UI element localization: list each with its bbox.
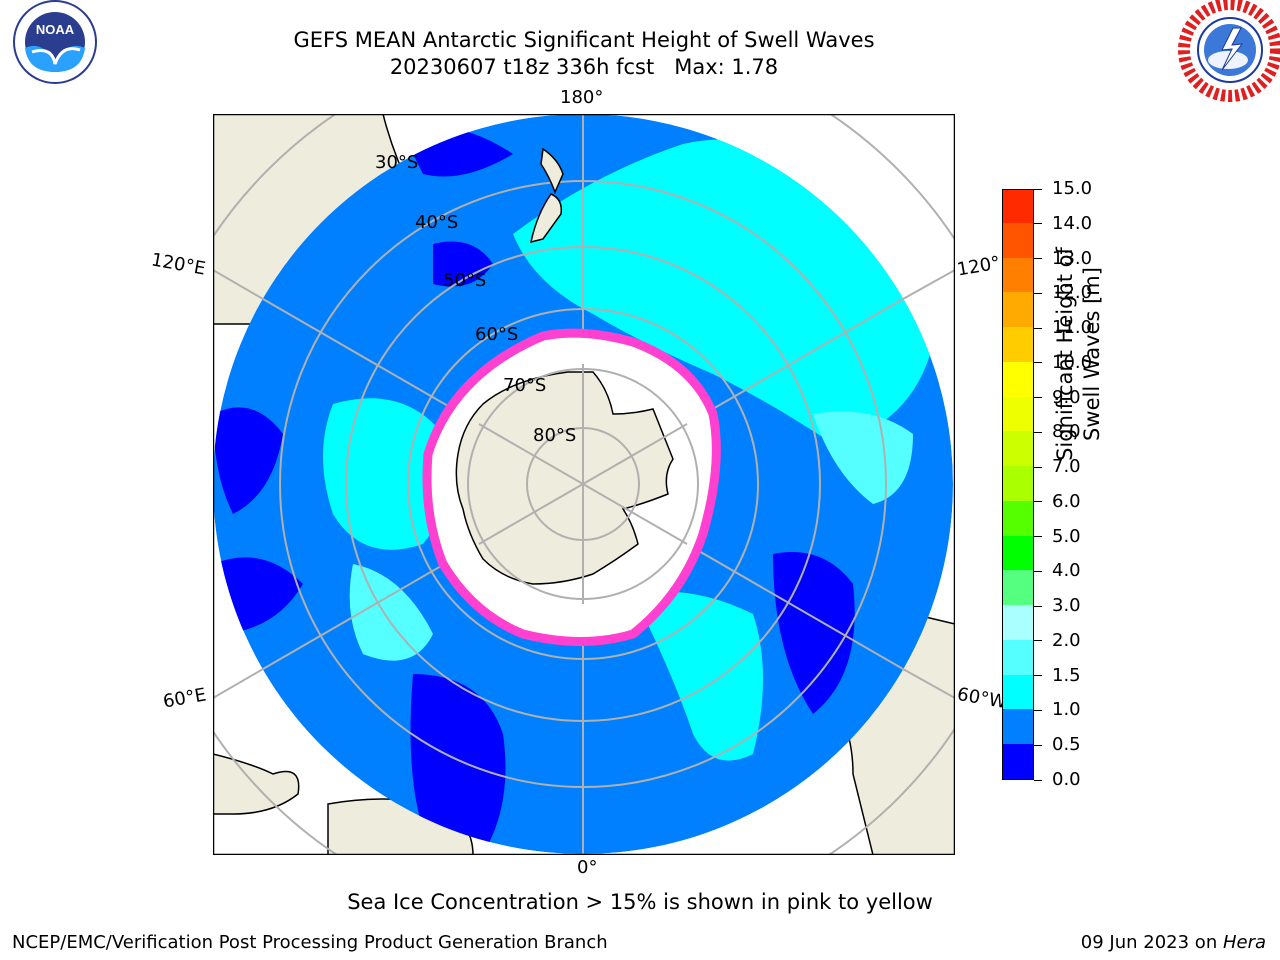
colorbar-tick <box>1034 675 1042 677</box>
colorbar-segment <box>1003 360 1033 397</box>
lon-label-left-lower: 60°E <box>161 684 208 713</box>
colorbar-tick <box>1034 327 1042 329</box>
lat-label-70s: 70°S <box>503 375 547 396</box>
colorbar-tick <box>1034 779 1042 781</box>
colorbar-tick-label: 10.0 <box>1052 351 1093 373</box>
chart-title: GEFS MEAN Antarctic Significant Height o… <box>293 28 875 52</box>
colorbar-segment <box>1003 291 1033 328</box>
colorbar-tick <box>1034 362 1042 364</box>
sea-ice-note: Sea Ice Concentration > 15% is shown in … <box>347 890 933 914</box>
colorbar-tick-label: 9.0 <box>1052 386 1081 408</box>
colorbar-tick <box>1034 188 1042 190</box>
colorbar-segment <box>1003 743 1033 779</box>
africa-land <box>213 753 300 815</box>
footer-host: Hera <box>1222 932 1266 953</box>
colorbar-tick <box>1034 466 1042 468</box>
colorbar-segment <box>1003 673 1033 710</box>
lon-label-bottom: 0° <box>577 857 598 878</box>
colorbar-tick-label: 7.0 <box>1052 456 1081 478</box>
lat-label-50s: 50°S <box>443 270 487 291</box>
colorbar-segment <box>1003 604 1033 640</box>
colorbar <box>1002 189 1034 780</box>
colorbar-segment <box>1003 190 1033 223</box>
lon-label-top: 180° <box>560 87 604 108</box>
colorbar-tick-label: 3.0 <box>1052 595 1081 617</box>
lon-label-left-upper: 120°E <box>149 249 208 280</box>
colorbar-segment <box>1003 638 1033 675</box>
chart-subtitle: 20230607 t18z 336h fcst Max: 1.78 <box>389 55 779 79</box>
lat-label-40s: 40°S <box>415 212 459 233</box>
colorbar-tick-label: 4.0 <box>1052 560 1081 582</box>
colorbar-tick-label: 1.5 <box>1052 664 1081 686</box>
colorbar-segment <box>1003 256 1033 293</box>
colorbar-tick <box>1034 292 1042 294</box>
footer-date-text: 09 Jun 2023 on <box>1080 932 1223 953</box>
colorbar-segment <box>1003 430 1033 467</box>
lat-label-30s: 30°S <box>375 152 419 173</box>
colorbar-tick-label: 2.0 <box>1052 629 1081 651</box>
national-weather-service-logo-icon <box>1178 0 1280 102</box>
colorbar-segment <box>1003 534 1033 571</box>
colorbar-title: Significant Height of Swell Waves [m] <box>1053 247 1104 461</box>
colorbar-segment <box>1003 221 1033 258</box>
colorbar-segment <box>1003 395 1033 432</box>
footer-branch: NCEP/EMC/Verification Post Processing Pr… <box>12 932 608 953</box>
colorbar-tick <box>1034 744 1042 746</box>
lat-label-80s: 80°S <box>533 425 577 446</box>
colorbar-tick <box>1034 223 1042 225</box>
colorbar-tick-label: 15.0 <box>1052 178 1093 199</box>
footer-date: 09 Jun 2023 on Hera <box>1081 932 1266 953</box>
lat-label-60s: 60°S <box>475 324 519 345</box>
colorbar-tick <box>1034 258 1042 260</box>
colorbar-tick <box>1034 640 1042 642</box>
colorbar-tick <box>1034 431 1042 433</box>
colorbar-tick <box>1034 501 1042 503</box>
colorbar-segment <box>1003 569 1033 606</box>
polar-map: 180° 0° 120°E 60°E 120° 60°W 30°S 40°S 5… <box>150 87 1009 878</box>
colorbar-tick-label: 12.0 <box>1052 282 1093 304</box>
colorbar-segment <box>1003 708 1033 745</box>
colorbar-segment <box>1003 499 1033 536</box>
colorbar-tick-label: 8.0 <box>1052 421 1081 443</box>
colorbar-tick-label: 5.0 <box>1052 525 1081 547</box>
new-zealand-land <box>530 147 564 244</box>
colorbar-tick <box>1034 605 1042 607</box>
svg-text:NOAA: NOAA <box>36 22 75 37</box>
colorbar-tick-label: 6.0 <box>1052 490 1081 512</box>
colorbar-tick-label: 11.0 <box>1052 317 1093 339</box>
colorbar-tick <box>1034 570 1042 572</box>
antarctica-land <box>455 371 674 585</box>
colorbar-tick-label: 14.0 <box>1052 212 1093 234</box>
colorbar-tick <box>1034 397 1042 399</box>
colorbar-segment <box>1003 326 1033 362</box>
colorbar-tick-label: 0.0 <box>1052 769 1081 790</box>
colorbar-tick-label: 13.0 <box>1052 247 1093 269</box>
lon-label-right-lower: 60°W <box>955 683 1009 714</box>
colorbar-tick-label: 0.5 <box>1052 734 1081 756</box>
colorbar-tick <box>1034 709 1042 711</box>
colorbar-tick <box>1034 536 1042 538</box>
colorbar-tick-label: 1.0 <box>1052 699 1081 721</box>
noaa-logo-icon: NOAA <box>2 0 106 104</box>
lon-label-right-upper: 120° <box>955 252 1002 281</box>
colorbar-segment <box>1003 465 1033 501</box>
